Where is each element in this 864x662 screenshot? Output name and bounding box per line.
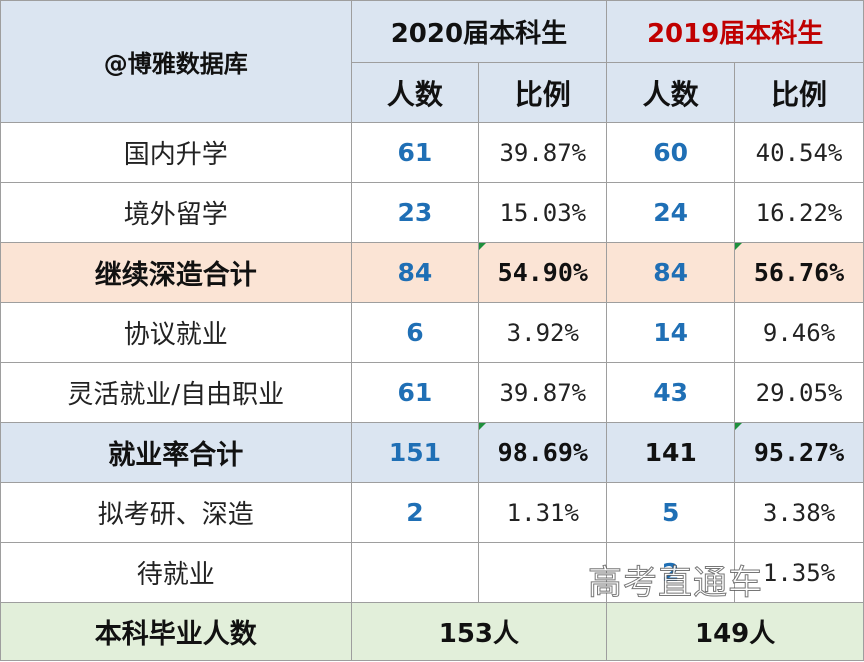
row-label: 灵活就业/自由职业 — [0, 362, 352, 423]
ratio-2020: 3.92% — [478, 302, 608, 363]
count-2019: 60 — [606, 122, 736, 183]
count-2020: 23 — [350, 182, 480, 243]
count-2020: 84 — [350, 242, 480, 303]
ratio-2019: 56.76% — [734, 242, 864, 303]
ratio-2019: 1.35% — [734, 542, 864, 603]
count-2020: 2 — [350, 482, 480, 543]
row-label: 就业率合计 — [0, 422, 352, 483]
row-label: 协议就业 — [0, 302, 352, 363]
watermark: 高考直通车 — [588, 563, 763, 604]
count-2020: 61 — [350, 362, 480, 423]
table-row: 灵活就业/自由职业 61 39.87% 43 29.05% — [0, 362, 864, 423]
count-2019: 141 — [606, 422, 736, 483]
ratio-header-2019: 比例 — [734, 62, 864, 123]
count-2020: 151 — [350, 422, 480, 483]
ratio-2019: 29.05% — [734, 362, 864, 423]
table-row-total: 本科毕业人数 153人 149人 — [0, 602, 864, 661]
year-2019-header: 2019届本科生 — [606, 0, 864, 63]
count-2019: 14 — [606, 302, 736, 363]
count-2020: 61 — [350, 122, 480, 183]
table-row: 拟考研、深造 2 1.31% 5 3.38% — [0, 482, 864, 543]
count-header-2019: 人数 — [606, 62, 736, 123]
table-row-subtotal: 继续深造合计 84 54.90% 84 56.76% — [0, 242, 864, 303]
brand-cell: @博雅数据库 — [0, 0, 352, 123]
ratio-header-2020: 比例 — [478, 62, 608, 123]
ratio-2019: 9.46% — [734, 302, 864, 363]
count-2019: 2 — [606, 542, 736, 603]
row-label: 继续深造合计 — [0, 242, 352, 303]
table-row: 境外留学 23 15.03% 24 16.22% — [0, 182, 864, 243]
ratio-2019: 40.54% — [734, 122, 864, 183]
count-2019: 84 — [606, 242, 736, 303]
count-2019: 43 — [606, 362, 736, 423]
ratio-2019: 95.27% — [734, 422, 864, 483]
row-label: 国内升学 — [0, 122, 352, 183]
count-2020 — [350, 542, 480, 603]
ratio-2020: 98.69% — [478, 422, 608, 483]
table-row: 协议就业 6 3.92% 14 9.46% — [0, 302, 864, 363]
ratio-2019: 3.38% — [734, 482, 864, 543]
ratio-2019: 16.22% — [734, 182, 864, 243]
year-2020-header: 2020届本科生 — [350, 0, 608, 63]
table-row: 待就业 2 1.35% — [0, 542, 864, 603]
ratio-2020: 39.87% — [478, 362, 608, 423]
ratio-2020: 1.31% — [478, 482, 608, 543]
count-2019: 5 — [606, 482, 736, 543]
row-label: 境外留学 — [0, 182, 352, 243]
ratio-2020: 39.87% — [478, 122, 608, 183]
count-2019: 24 — [606, 182, 736, 243]
table-row: 国内升学 61 39.87% 60 40.54% — [0, 122, 864, 183]
count-header-2020: 人数 — [350, 62, 480, 123]
total-label: 本科毕业人数 — [0, 602, 352, 661]
row-label: 待就业 — [0, 542, 352, 603]
ratio-2020: 54.90% — [478, 242, 608, 303]
ratio-2020: 15.03% — [478, 182, 608, 243]
table-row-subtotal: 就业率合计 151 98.69% 141 95.27% — [0, 422, 864, 483]
row-label: 拟考研、深造 — [0, 482, 352, 543]
count-2020: 6 — [350, 302, 480, 363]
total-2019: 149人 — [606, 602, 864, 661]
total-2020: 153人 — [350, 602, 608, 661]
